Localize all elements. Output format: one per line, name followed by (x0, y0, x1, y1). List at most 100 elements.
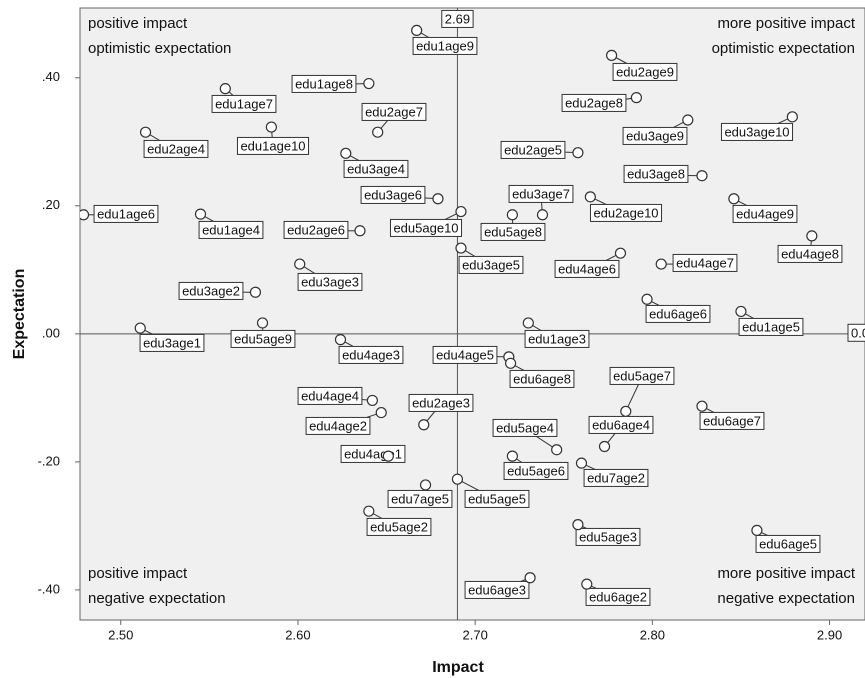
point (249, 286, 262, 298)
point-label: edu3age3 (301, 274, 359, 289)
point-label: edu3age7 (512, 186, 570, 201)
point-label-box (589, 203, 663, 222)
y-tick-label: .40 (42, 69, 60, 84)
point-label: edu5age3 (579, 529, 637, 544)
point-label: edu4age3 (342, 347, 400, 362)
reference-label-x: 2.69 (445, 11, 470, 26)
point (455, 205, 467, 218)
point-label-box (554, 259, 620, 278)
point-label-box (645, 304, 711, 323)
point-label: edu4age8 (781, 246, 839, 261)
point (382, 450, 394, 462)
point (682, 114, 694, 126)
point-label-box (561, 93, 627, 112)
point-label: edu2age3 (412, 395, 470, 410)
point (194, 208, 207, 220)
point-label: edu5age2 (370, 519, 428, 534)
point-label-box (408, 393, 474, 412)
point-label-box (464, 489, 530, 508)
reference-label-box (441, 9, 474, 28)
x-tick-label: 2.50 (108, 627, 133, 642)
point (80, 209, 90, 221)
point (419, 479, 432, 491)
point (363, 505, 375, 517)
point-label-box (500, 140, 566, 159)
point (641, 293, 653, 305)
x-tick-label: 2.90 (817, 627, 842, 642)
point (340, 147, 352, 159)
point (614, 247, 627, 259)
point-label: edu6age7 (703, 413, 761, 428)
point-label-box (360, 185, 426, 204)
point (655, 258, 667, 270)
point-label-box (464, 580, 530, 599)
annotation: positive impact (88, 565, 188, 582)
point-label-box (588, 415, 654, 434)
point (294, 258, 306, 270)
point (786, 111, 798, 123)
point-label: edu1age7 (215, 96, 273, 111)
point-label-box (389, 218, 463, 237)
point-label-box (583, 468, 649, 487)
x-tick-label: 2.80 (640, 627, 665, 642)
point (551, 444, 563, 456)
y-tick-label: .20 (42, 197, 60, 212)
point-label: edu1age5 (742, 319, 800, 334)
point-label-box (361, 102, 427, 121)
point (696, 170, 708, 182)
y-tick-label: -.40 (38, 581, 60, 596)
point-label-box (492, 418, 558, 437)
point (256, 317, 269, 329)
annotation: positive impact (88, 15, 188, 32)
point-label: edu6age3 (468, 582, 526, 597)
point-label-box (503, 461, 569, 480)
point-label: edu7age2 (587, 470, 645, 485)
point-label: edu7age5 (391, 491, 449, 506)
point-label: edu4age9 (736, 206, 794, 221)
point-label-box (672, 253, 738, 272)
point (522, 317, 534, 329)
point-label: edu3age5 (462, 257, 520, 272)
point (455, 242, 467, 254)
point-label: edu6age4 (592, 417, 650, 432)
point-label: edu1age3 (528, 331, 586, 346)
point (735, 305, 747, 318)
point (524, 572, 536, 584)
x-tick-label: 2.60 (285, 627, 310, 642)
point (620, 405, 632, 417)
point (598, 440, 611, 453)
point (751, 524, 763, 536)
point-label: edu5age6 (507, 463, 565, 478)
point-label-box (738, 317, 804, 336)
annotation: more positive impact (717, 15, 855, 32)
point-label-box (623, 164, 689, 183)
point (411, 24, 423, 37)
point (134, 322, 146, 334)
point-label: edu1age8 (295, 76, 353, 91)
point-label: edu3age9 (626, 128, 684, 143)
point-label: edu3age8 (627, 166, 685, 181)
point (696, 400, 708, 412)
point-label-box (458, 255, 524, 274)
point (506, 209, 518, 221)
point-label: edu4age4 (301, 388, 359, 403)
point-label-box (480, 222, 546, 241)
point-label-box (283, 220, 349, 239)
point-label-box (211, 94, 277, 113)
point-label: edu6age2 (589, 589, 647, 604)
point-label: edu5age5 (468, 491, 526, 506)
point-label: edu1age4 (202, 222, 260, 237)
point (432, 193, 444, 205)
point (536, 209, 549, 221)
point-label: edu3age2 (182, 283, 240, 298)
point-label: edu3age6 (364, 187, 422, 202)
point-label-box (777, 244, 843, 263)
point (584, 191, 596, 203)
point-label-box (343, 159, 409, 178)
point-label-box (612, 62, 678, 81)
reference-label-y: 0.0 (851, 325, 865, 340)
point (806, 230, 818, 242)
y-axis-label: Expectation (11, 269, 28, 360)
point-label-box (412, 36, 478, 55)
point-label-box (198, 220, 264, 239)
